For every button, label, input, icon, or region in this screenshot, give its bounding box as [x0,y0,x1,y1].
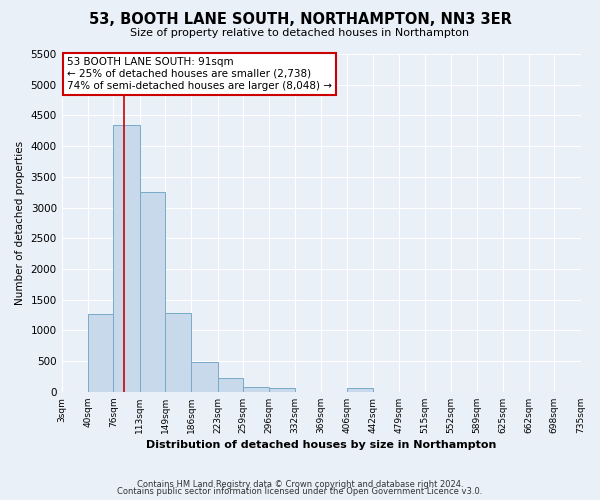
Bar [243,387,269,392]
Text: 53, BOOTH LANE SOUTH, NORTHAMPTON, NN3 3ER: 53, BOOTH LANE SOUTH, NORTHAMPTON, NN3 3… [89,12,511,28]
Bar [347,388,373,392]
Text: Contains HM Land Registry data © Crown copyright and database right 2024.: Contains HM Land Registry data © Crown c… [137,480,463,489]
Text: 53 BOOTH LANE SOUTH: 91sqm
← 25% of detached houses are smaller (2,738)
74% of s: 53 BOOTH LANE SOUTH: 91sqm ← 25% of deta… [67,58,332,90]
Bar [113,125,140,392]
Bar [218,378,243,392]
Bar [191,362,218,392]
Bar [140,192,165,392]
Text: Contains public sector information licensed under the Open Government Licence v3: Contains public sector information licen… [118,488,482,496]
Bar [269,388,295,392]
Y-axis label: Number of detached properties: Number of detached properties [15,141,25,305]
Text: Size of property relative to detached houses in Northampton: Size of property relative to detached ho… [130,28,470,38]
Bar [165,312,191,392]
X-axis label: Distribution of detached houses by size in Northampton: Distribution of detached houses by size … [146,440,496,450]
Bar [88,314,113,392]
